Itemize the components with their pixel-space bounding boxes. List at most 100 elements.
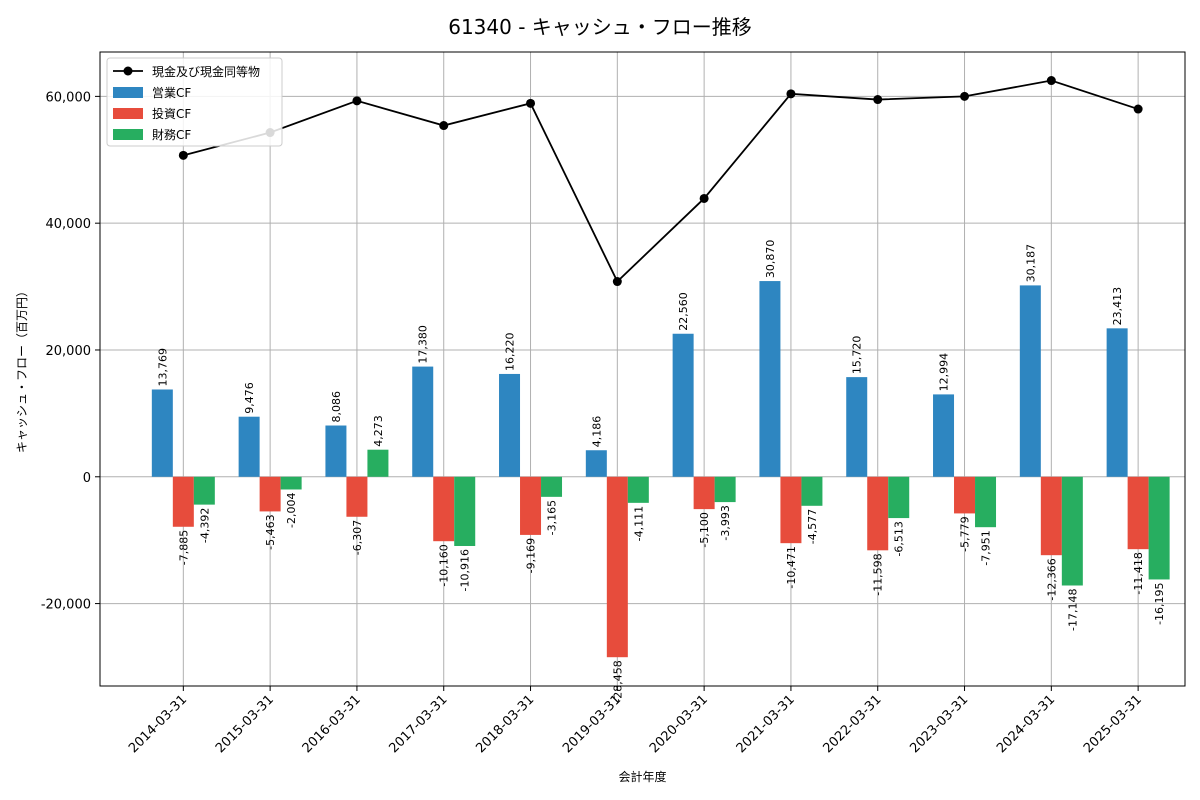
legend-box (106, 57, 283, 147)
data-label-営業CF: 15,720 (851, 336, 864, 375)
bar-営業CF (499, 373, 521, 477)
data-label-財務CF: -4,577 (806, 509, 819, 544)
y-axis: -20,000 0 20,000 40,000 60,000 (41, 90, 100, 613)
data-label-財務CF: -2,004 (285, 492, 298, 527)
legend-swatch (113, 129, 143, 140)
data-label-投資CF: -11,598 (872, 553, 885, 595)
point-現金及び現金同等物 (786, 89, 796, 99)
legend-marker (123, 66, 133, 76)
plot-frame (99, 51, 1186, 687)
data-label-投資CF: -6,307 (351, 520, 364, 555)
bar-投資CF (693, 476, 715, 510)
bar-財務CF (975, 476, 997, 528)
y-tick-label: 20,000 (46, 344, 92, 359)
data-label-財務CF: -16,195 (1153, 582, 1166, 624)
data-label-財務CF: -6,513 (893, 521, 906, 556)
bar-財務CF (367, 449, 389, 477)
data-label-投資CF: -10,471 (785, 546, 798, 588)
data-labels-layer: 13,769 9,476 8,086 17,380 16,220 4,186 22,560 3… (156, 240, 1166, 703)
data-label-営業CF: 12,994 (938, 353, 951, 392)
bar-財務CF (541, 476, 563, 497)
data-label-財務CF: -10,916 (459, 549, 472, 591)
bar-投資CF (1127, 476, 1149, 550)
data-label-財務CF: -7,951 (980, 530, 993, 565)
bar-投資CF (867, 476, 889, 551)
legend-swatch (113, 108, 143, 119)
data-label-投資CF: -5,463 (264, 514, 277, 549)
data-label-投資CF: -9,169 (525, 538, 538, 573)
data-label-営業CF: 8,086 (330, 391, 343, 423)
bar-財務CF (1061, 476, 1083, 586)
point-現金及び現金同等物 (526, 98, 536, 108)
bar-投資CF (346, 476, 368, 517)
bar-営業CF (672, 333, 694, 477)
data-label-財務CF: 4,273 (372, 415, 385, 447)
point-現金及び現金同等物 (612, 277, 622, 287)
y-axis-label: キャッシュ・フロー（百万円） (15, 285, 29, 453)
data-label-投資CF: -12,366 (1045, 558, 1058, 600)
data-label-営業CF: 9,476 (243, 382, 256, 414)
legend-entry: 営業CF (152, 86, 191, 100)
data-label-投資CF: -5,100 (698, 512, 711, 547)
bar-財務CF (454, 476, 476, 546)
bar-投資CF (172, 476, 194, 527)
bar-営業CF (238, 416, 260, 477)
data-label-投資CF: -10,160 (438, 544, 451, 586)
data-label-営業CF: 13,769 (156, 348, 169, 387)
chart-title: 61340 - キャッシュ・フロー推移 (448, 15, 752, 39)
y-tick-label: 60,000 (46, 90, 92, 105)
bar-財務CF (627, 476, 649, 503)
bar-財務CF (888, 476, 910, 519)
bar-財務CF (714, 476, 736, 503)
y-tick-label: -20,000 (41, 598, 91, 613)
legend-entry: 現金及び現金同等物 (152, 64, 260, 79)
point-現金及び現金同等物 (1046, 76, 1056, 86)
bar-営業CF (585, 450, 607, 477)
point-現金及び現金同等物 (699, 193, 709, 203)
data-label-営業CF: 17,380 (417, 325, 430, 364)
data-label-投資CF: -7,885 (177, 530, 190, 565)
data-label-営業CF: 23,413 (1111, 287, 1124, 326)
data-label-投資CF: -5,779 (959, 516, 972, 551)
y-tick-label: 40,000 (46, 217, 92, 232)
x-axis-label: 会計年度 (618, 769, 666, 784)
bar-営業CF (412, 366, 434, 477)
bar-投資CF (1040, 476, 1062, 556)
legend-entry: 財務CF (152, 127, 191, 142)
bar-投資CF (780, 476, 802, 544)
bar-営業CF (933, 394, 955, 477)
data-label-投資CF: -28,458 (611, 660, 624, 702)
bar-営業CF (1019, 285, 1041, 477)
bar-投資CF (520, 476, 542, 535)
bar-投資CF (954, 476, 976, 514)
point-現金及び現金同等物 (873, 95, 883, 105)
point-現金及び現金同等物 (960, 91, 970, 101)
data-label-財務CF: -4,392 (198, 508, 211, 543)
bar-営業CF (1106, 328, 1128, 477)
point-現金及び現金同等物 (352, 96, 362, 106)
bar-営業CF (151, 389, 173, 477)
bar-財務CF (193, 476, 215, 505)
point-現金及び現金同等物 (1133, 104, 1143, 114)
bar-投資CF (433, 476, 455, 542)
data-label-営業CF: 16,220 (504, 332, 517, 371)
data-label-営業CF: 4,186 (590, 416, 603, 448)
bar-営業CF (325, 425, 347, 477)
point-現金及び現金同等物 (439, 121, 449, 131)
data-label-投資CF: -11,418 (1132, 552, 1145, 594)
bar-営業CF (759, 281, 781, 477)
line-現金及び現金同等物 (183, 79, 1139, 284)
bar-財務CF (801, 476, 823, 506)
bars-layer (151, 281, 1170, 658)
data-label-財務CF: -3,165 (546, 500, 559, 535)
data-label-営業CF: 30,870 (764, 240, 777, 279)
data-label-財務CF: -3,993 (719, 505, 732, 540)
bar-営業CF (846, 377, 868, 477)
bar-財務CF (280, 476, 302, 490)
y-tick-label: 0 (83, 471, 91, 486)
bar-投資CF (259, 476, 281, 512)
data-label-財務CF: -17,148 (1066, 588, 1079, 630)
point-現金及び現金同等物 (178, 150, 188, 160)
